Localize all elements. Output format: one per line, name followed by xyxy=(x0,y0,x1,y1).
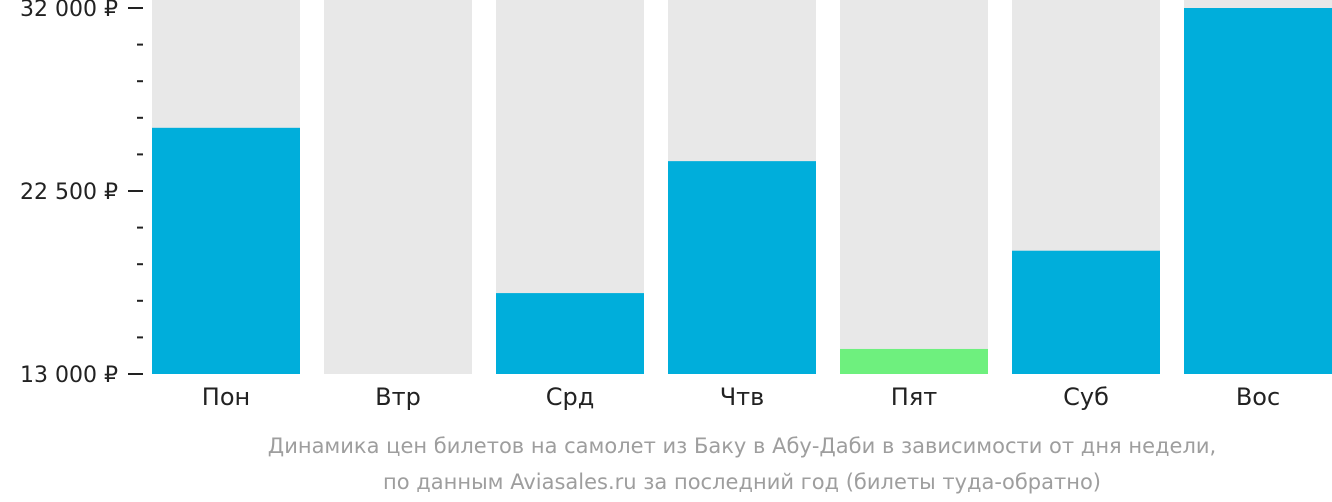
price-by-weekday-chart: Пон Втр Срд Чтв Пят Суб Вос 32 000 ₽ 22 500 ₽ 13 … xyxy=(20,0,1332,411)
y-tick-label-1: 22 500 ₽ xyxy=(20,180,118,205)
bar-background-4 xyxy=(840,0,988,374)
chart-caption-line2: по данным Aviasales.ru за последний год … xyxy=(383,470,1101,494)
bar-2[interactable] xyxy=(496,293,644,374)
bar-background-1 xyxy=(324,0,472,374)
x-tick-label-6: Вос xyxy=(1236,383,1280,411)
bar-4[interactable] xyxy=(840,348,988,374)
bar-0[interactable] xyxy=(152,127,300,375)
y-tick-label-0: 32 000 ₽ xyxy=(20,0,118,22)
bar-3[interactable] xyxy=(668,161,816,374)
x-tick-label-1: Втр xyxy=(375,383,421,411)
bar-5[interactable] xyxy=(1012,250,1160,374)
x-tick-label-4: Пят xyxy=(891,383,937,411)
chart-caption-line1: Динамика цен билетов на самолет из Баку … xyxy=(267,434,1217,458)
x-tick-label-0: Пон xyxy=(202,383,250,411)
x-tick-label-5: Суб xyxy=(1063,383,1109,411)
bar-6[interactable] xyxy=(1184,8,1332,374)
x-tick-label-2: Срд xyxy=(546,383,595,411)
y-tick-label-2: 13 000 ₽ xyxy=(20,363,118,388)
x-tick-label-3: Чтв xyxy=(720,383,765,411)
